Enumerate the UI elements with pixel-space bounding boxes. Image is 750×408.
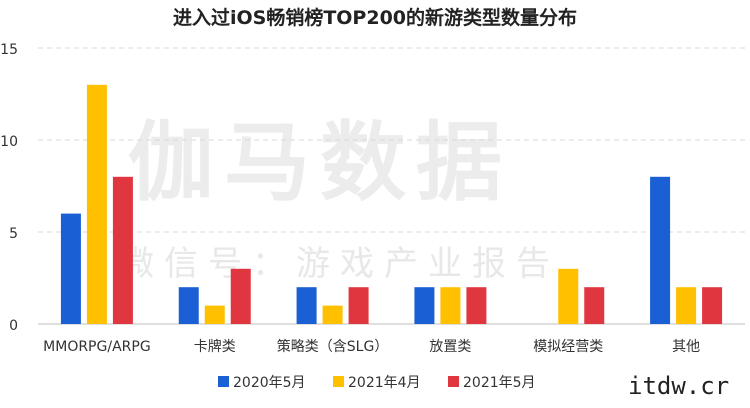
legend-label: 2020年5月: [233, 375, 306, 391]
x-axis-ticks: MMORPG/ARPG 卡牌类 策略类（含SLG） 放置类 模拟经营类 其他: [43, 338, 700, 355]
bar: [440, 287, 461, 324]
bar: [584, 287, 605, 324]
bar: [650, 176, 671, 324]
x-tick-label: 策略类（含SLG）: [277, 338, 389, 355]
bar: [60, 213, 81, 324]
watermark-sub: 微信号：游戏产业报告: [120, 244, 560, 284]
x-tick-label: 卡牌类: [194, 338, 236, 355]
bar: [112, 176, 133, 324]
legend-label: 2021年4月: [348, 375, 421, 391]
x-tick-label: 其他: [672, 339, 700, 355]
x-tick-label: MMORPG/ARPG: [43, 339, 151, 355]
bar: [322, 305, 343, 324]
bar: [204, 305, 225, 324]
bar: [230, 268, 251, 324]
bars: [60, 84, 723, 324]
bar: [414, 287, 435, 324]
y-tick-label: 0: [9, 318, 18, 334]
y-axis-ticks: 0 5 10 15: [0, 42, 18, 334]
bar: [702, 287, 723, 324]
legend-swatch: [333, 376, 344, 387]
gridlines: [38, 47, 745, 325]
corner-watermark: itdw.cr: [628, 372, 730, 400]
y-tick-label: 15: [0, 42, 18, 58]
legend-swatch: [218, 376, 229, 387]
bar: [558, 268, 579, 324]
bar: [676, 287, 697, 324]
bar: [348, 287, 369, 324]
chart-title: 进入过iOS畅销榜TOP200的新游类型数量分布: [173, 6, 577, 29]
legend: 2020年5月 2021年4月 2021年5月: [218, 375, 536, 391]
watermark-main: 伽马数据: [128, 113, 512, 213]
bar: [86, 84, 107, 324]
bar: [466, 287, 487, 324]
legend-label: 2021年5月: [463, 375, 536, 391]
x-tick-label: 放置类: [429, 339, 471, 355]
bar: [296, 287, 317, 324]
y-tick-label: 10: [0, 134, 18, 150]
legend-swatch: [448, 376, 459, 387]
bar: [178, 287, 199, 324]
y-tick-label: 5: [9, 226, 18, 242]
x-tick-label: 模拟经营类: [533, 339, 603, 355]
